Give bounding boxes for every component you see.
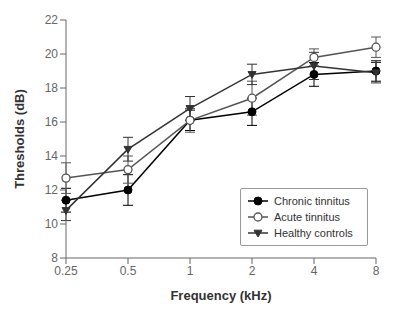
- svg-text:12: 12: [45, 183, 59, 197]
- svg-text:10: 10: [45, 217, 59, 231]
- html-text:Chronic tinnitus: Chronic tinnitus: [274, 195, 350, 207]
- svg-text:Thresholds (dB): Thresholds (dB): [12, 89, 27, 189]
- svg-text:20: 20: [45, 47, 59, 61]
- svg-text:8: 8: [373, 264, 380, 278]
- svg-text:8: 8: [51, 251, 58, 265]
- svg-text:16: 16: [45, 115, 59, 129]
- html-text:Acute tinnitus: Acute tinnitus: [274, 211, 340, 223]
- svg-text:18: 18: [45, 81, 59, 95]
- svg-text:14: 14: [45, 149, 59, 163]
- svg-text:0.5: 0.5: [120, 264, 137, 278]
- svg-text:Frequency (kHz): Frequency (kHz): [170, 288, 271, 303]
- svg-text:4: 4: [311, 264, 318, 278]
- html-text:Healthy controls: Healthy controls: [274, 227, 353, 239]
- svg-text:2: 2: [249, 264, 256, 278]
- svg-text:1: 1: [187, 264, 194, 278]
- svg-text:22: 22: [45, 13, 59, 27]
- svg-text:0.25: 0.25: [54, 264, 78, 278]
